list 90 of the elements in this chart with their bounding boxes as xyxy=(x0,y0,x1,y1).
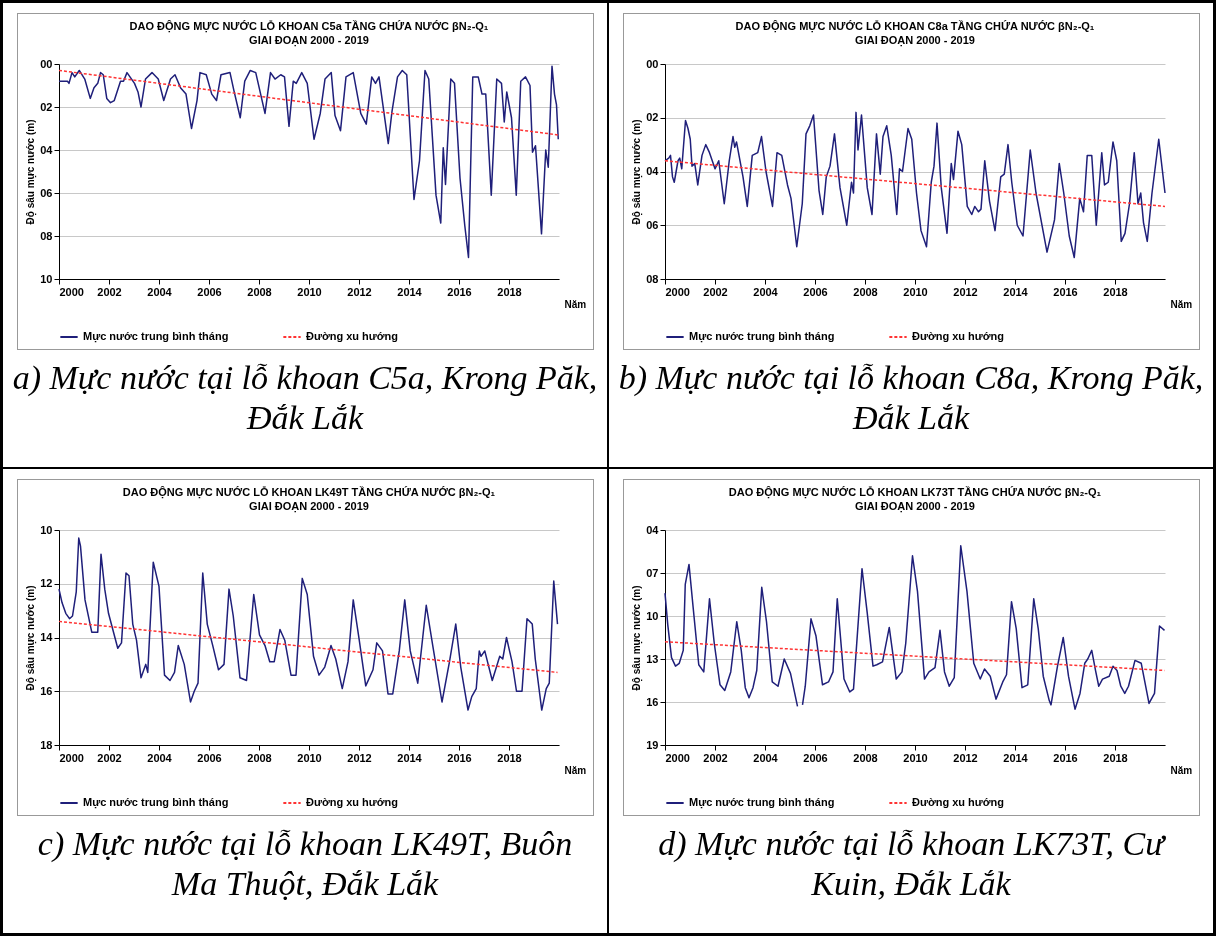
x-tick-label: 2004 xyxy=(752,751,779,764)
x-tick-label: 2012 xyxy=(952,285,978,298)
y-tick-label: 10 xyxy=(39,272,52,285)
y-tick-label: 10 xyxy=(645,609,658,622)
text: c) Mực nước tại lỗ khoan LK49T, Buôn Ma Thuột, Đắk Lắk xyxy=(36,824,574,904)
x-tick-label: 2006 xyxy=(802,751,828,764)
y-tick-label: 07 xyxy=(645,566,658,579)
y-tick-label: 00 xyxy=(39,57,52,70)
y-tick-label: 02 xyxy=(645,111,658,124)
chart-subtitle: GIAI ĐOẠN 2000 - 2019 xyxy=(854,34,975,47)
x-tick-label: 2004 xyxy=(752,285,779,298)
x-tick-label: 2002 xyxy=(702,751,728,764)
x-tick-label: 2016 xyxy=(446,285,472,298)
y-tick-label: 04 xyxy=(645,523,659,536)
legend-label: Đường xu hướng xyxy=(911,330,1004,342)
x-tick-label: 2008 xyxy=(246,751,272,764)
x-tick-label: 2016 xyxy=(446,751,472,764)
y-tick-label: 08 xyxy=(39,229,52,242)
legend-label: Mực nước trung bình tháng xyxy=(82,796,228,809)
y-axis-title: Độ sâu mực nước (m) xyxy=(24,119,37,225)
x-tick-label: 2018 xyxy=(496,285,522,298)
x-tick-label: 2006 xyxy=(196,751,222,764)
y-tick-label: 10 xyxy=(39,523,52,536)
x-axis-title: Năm xyxy=(1170,764,1192,776)
y-tick-label: 18 xyxy=(39,738,52,751)
x-axis-title: Năm xyxy=(564,764,586,776)
y-tick-label: 04 xyxy=(645,165,659,177)
x-tick-label: 2002 xyxy=(96,285,122,298)
y-tick-label: 16 xyxy=(645,695,658,708)
x-tick-label: 2012 xyxy=(346,285,372,298)
text: a) Mực nước tại lỗ khoan C5a, Krong Păk, Đắk Lắk xyxy=(11,358,599,438)
x-tick-label: 2008 xyxy=(246,285,272,298)
y-tick-label: 13 xyxy=(645,652,658,665)
y-axis-title: Độ sâu mực nước (m) xyxy=(24,585,37,691)
x-tick-label: 2006 xyxy=(802,285,828,298)
y-tick-label: 12 xyxy=(39,577,52,590)
chart-title: DAO ĐỘNG MỰC NƯỚC LỖ KHOAN LK49T TẦNG CHỨA NƯỚC βN₂-Q₁ xyxy=(122,486,496,499)
x-tick-label: 2000 xyxy=(59,751,84,764)
x-tick-label: 2002 xyxy=(96,751,122,764)
x-tick-label: 2016 xyxy=(1052,751,1078,764)
y-tick-label: 04 xyxy=(39,143,53,156)
legend-label: Đường xu hướng xyxy=(911,796,1004,808)
y-axis-title: Độ sâu mực nước (m) xyxy=(630,119,643,225)
chart-subtitle: GIAI ĐOẠN 2000 - 2019 xyxy=(248,34,369,47)
chart-title: DAO ĐỘNG MỰC NƯỚC LỖ KHOAN LK73T TẦNG CHỨA NƯỚC βN₂-Q₁ xyxy=(728,486,1102,499)
y-tick-label: 02 xyxy=(39,100,52,113)
y-tick-label: 14 xyxy=(39,631,53,643)
x-tick-label: 2018 xyxy=(1102,751,1128,764)
x-tick-label: 2004 xyxy=(146,285,173,298)
x-tick-label: 2018 xyxy=(1102,285,1128,298)
x-tick-label: 2004 xyxy=(146,751,173,764)
x-tick-label: 2014 xyxy=(1002,751,1029,764)
x-tick-label: 2000 xyxy=(59,285,84,298)
chart-subtitle: GIAI ĐOẠN 2000 - 2019 xyxy=(248,500,369,513)
y-tick-label: 00 xyxy=(645,57,658,70)
x-tick-label: 2000 xyxy=(665,285,690,298)
x-tick-label: 2014 xyxy=(1002,285,1029,298)
text: b) Mực nước tại lỗ khoan C8a, Krong Păk, Đắk Lắk xyxy=(617,358,1205,438)
x-tick-label: 2006 xyxy=(196,285,222,298)
x-tick-label: 2012 xyxy=(952,751,978,764)
x-tick-label: 2010 xyxy=(296,285,322,298)
chart-title: DAO ĐỘNG MỰC NƯỚC LỖ KHOAN C8a TẦNG CHỨA NƯỚC βN₂-Q₁ xyxy=(735,20,1095,33)
x-tick-label: 2012 xyxy=(346,751,372,764)
x-tick-label: 2008 xyxy=(852,285,878,298)
y-tick-label: 16 xyxy=(39,684,52,697)
x-axis-title: Năm xyxy=(1170,298,1192,310)
x-tick-label: 2014 xyxy=(396,285,423,298)
chart-title: DAO ĐỘNG MỰC NƯỚC LỖ KHOAN C5a TẦNG CHỨA NƯỚC βN₂-Q₁ xyxy=(129,20,489,33)
x-tick-label: 2016 xyxy=(1052,285,1078,298)
x-tick-label: 2018 xyxy=(496,751,522,764)
y-axis-title: Độ sâu mực nước (m) xyxy=(630,585,643,691)
x-tick-label: 2000 xyxy=(665,751,690,764)
y-tick-label: 08 xyxy=(645,272,658,285)
x-tick-label: 2002 xyxy=(702,285,728,298)
x-tick-label: 2010 xyxy=(902,285,928,298)
text: d) Mực nước tại lỗ khoan LK73T, Cư Kuin, Đắk Lắk xyxy=(657,824,1167,904)
x-tick-label: 2008 xyxy=(852,751,878,764)
y-tick-label: 06 xyxy=(645,218,658,231)
y-tick-label: 19 xyxy=(645,738,658,751)
y-tick-label: 06 xyxy=(39,186,52,199)
x-axis-title: Năm xyxy=(564,298,586,310)
x-tick-label: 2010 xyxy=(902,751,928,764)
legend-label: Mực nước trung bình tháng xyxy=(688,330,834,343)
x-tick-label: 2010 xyxy=(296,751,322,764)
x-tick-label: 2014 xyxy=(396,751,423,764)
legend-label: Mực nước trung bình tháng xyxy=(688,796,834,809)
chart-subtitle: GIAI ĐOẠN 2000 - 2019 xyxy=(854,500,975,513)
legend-label: Đường xu hướng xyxy=(305,796,398,808)
legend-label: Đường xu hướng xyxy=(305,330,398,342)
legend-label: Mực nước trung bình tháng xyxy=(82,330,228,343)
